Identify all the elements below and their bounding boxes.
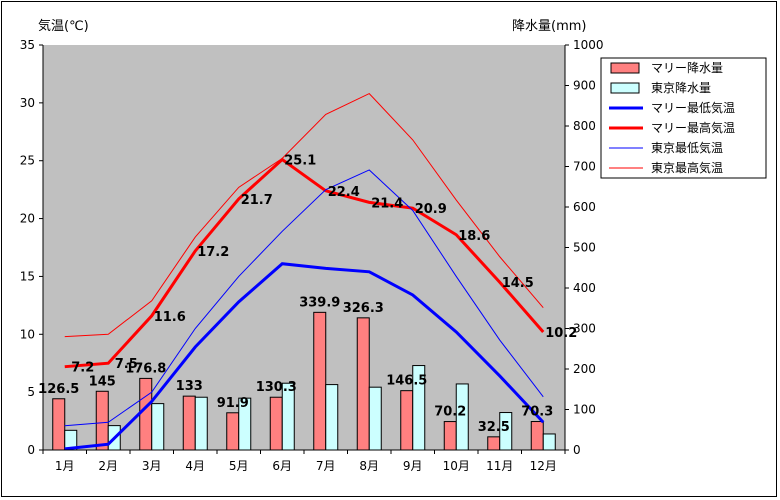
left-tick-label-5: 25 — [20, 154, 35, 168]
x-tick-label-10: 11月 — [486, 459, 513, 473]
left-axis-label: 気温(℃) — [38, 18, 89, 34]
right-tick-label-2: 200 — [573, 362, 596, 376]
bar-1-6 — [325, 384, 339, 451]
legend-label-4: 東京最低気温 — [651, 140, 723, 155]
right-tick-label-10: 1000 — [573, 38, 604, 52]
right-axis-label: 降水量(mm) — [512, 19, 586, 34]
data-label-3-11: 10.2 — [545, 326, 577, 341]
x-tick-label-0: 1月 — [55, 459, 75, 473]
x-tick-label-7: 8月 — [359, 459, 379, 473]
right-tick-label-3: 300 — [573, 322, 596, 336]
data-label-3-2: 11.6 — [154, 310, 186, 325]
right-tick-label-8: 800 — [573, 119, 596, 133]
right-tick-label-6: 600 — [573, 200, 596, 214]
legend-label-2: マリー最低気温 — [651, 100, 735, 115]
legend-label-3: マリー最高気温 — [651, 120, 735, 135]
left-tick-label-3: 15 — [20, 269, 35, 283]
bar-1-3 — [194, 396, 208, 451]
bar-0-0 — [52, 398, 66, 451]
bar-0-6 — [313, 311, 327, 451]
right-tick-label-9: 900 — [573, 79, 596, 93]
data-label-3-5: 25.1 — [284, 154, 316, 169]
data-label-0-7: 326.3 — [343, 301, 384, 316]
bar-0-9 — [443, 421, 457, 451]
series-line-3 — [64, 157, 545, 369]
data-label-0-3: 133 — [176, 379, 203, 394]
legend-label-1: 東京降水量 — [651, 81, 711, 95]
data-label-3-3: 17.2 — [197, 245, 229, 260]
bar-0-11 — [530, 421, 544, 451]
x-tick-label-3: 4月 — [185, 459, 205, 473]
left-tick-label-6: 30 — [20, 96, 35, 110]
bar-1-7 — [368, 386, 382, 451]
data-label-3-10: 14.5 — [502, 276, 534, 291]
data-label-0-9: 70.2 — [434, 405, 466, 420]
legend-swatch-0 — [610, 62, 640, 74]
legend-label-5: 東京最高気温 — [651, 160, 723, 175]
right-tick-label-5: 500 — [573, 241, 596, 255]
left-tick-label-1: 5 — [27, 385, 35, 399]
data-label-0-10: 32.5 — [478, 420, 510, 435]
left-tick-label-7: 35 — [20, 38, 35, 52]
bar-0-1 — [95, 390, 109, 451]
data-label-0-0: 126.5 — [38, 382, 79, 397]
data-label-3-4: 21.7 — [241, 193, 273, 208]
data-label-3-6: 22.4 — [328, 185, 360, 200]
data-label-0-8: 146.5 — [386, 374, 427, 389]
right-tick-label-7: 700 — [573, 160, 596, 174]
bar-0-5 — [269, 396, 283, 451]
data-label-3-0: 7.2 — [71, 361, 94, 376]
bar-0-2 — [139, 377, 153, 451]
legend-swatch-1 — [610, 82, 640, 94]
bar-0-3 — [182, 395, 196, 451]
x-tick-label-5: 6月 — [272, 459, 292, 473]
left-tick-label-4: 20 — [20, 212, 35, 226]
x-tick-label-2: 3月 — [142, 459, 162, 473]
left-tick-label-0: 0 — [27, 443, 35, 457]
data-label-0-5: 130.3 — [256, 380, 297, 395]
data-label-3-7: 21.4 — [371, 196, 403, 211]
x-tick-label-6: 7月 — [316, 459, 336, 473]
plot-area — [43, 45, 565, 450]
series-line-4 — [64, 169, 544, 427]
right-tick-label-1: 100 — [573, 403, 596, 417]
legend-box — [600, 57, 767, 179]
data-label-0-6: 339.9 — [299, 295, 340, 310]
bar-1-11 — [542, 433, 556, 451]
data-label-3-8: 20.9 — [415, 202, 447, 217]
right-tick-label-0: 0 — [573, 443, 581, 457]
legend-label-0: マリー降水量 — [651, 61, 723, 75]
bar-0-4 — [226, 412, 240, 451]
left-tick-label-2: 10 — [20, 327, 35, 341]
right-tick-label-4: 400 — [573, 281, 596, 295]
data-label-0-11: 70.3 — [521, 405, 553, 420]
data-label-0-1: 145 — [89, 374, 116, 389]
series-line-2 — [64, 262, 545, 451]
data-label-0-4: 91.9 — [217, 396, 249, 411]
x-tick-label-11: 12月 — [530, 459, 557, 473]
x-tick-label-1: 2月 — [98, 459, 118, 473]
data-label-0-2: 176.8 — [125, 361, 166, 376]
x-tick-label-9: 10月 — [443, 459, 470, 473]
bar-0-8 — [400, 390, 414, 451]
x-tick-label-8: 9月 — [403, 459, 423, 473]
x-tick-label-4: 5月 — [229, 459, 249, 473]
data-label-3-9: 18.6 — [458, 229, 490, 244]
series-line-5 — [64, 92, 544, 338]
bar-0-7 — [356, 317, 370, 451]
data-label-3-1: 7.5 — [115, 357, 138, 372]
bar-1-2 — [151, 403, 165, 451]
bar-0-10 — [487, 436, 501, 451]
